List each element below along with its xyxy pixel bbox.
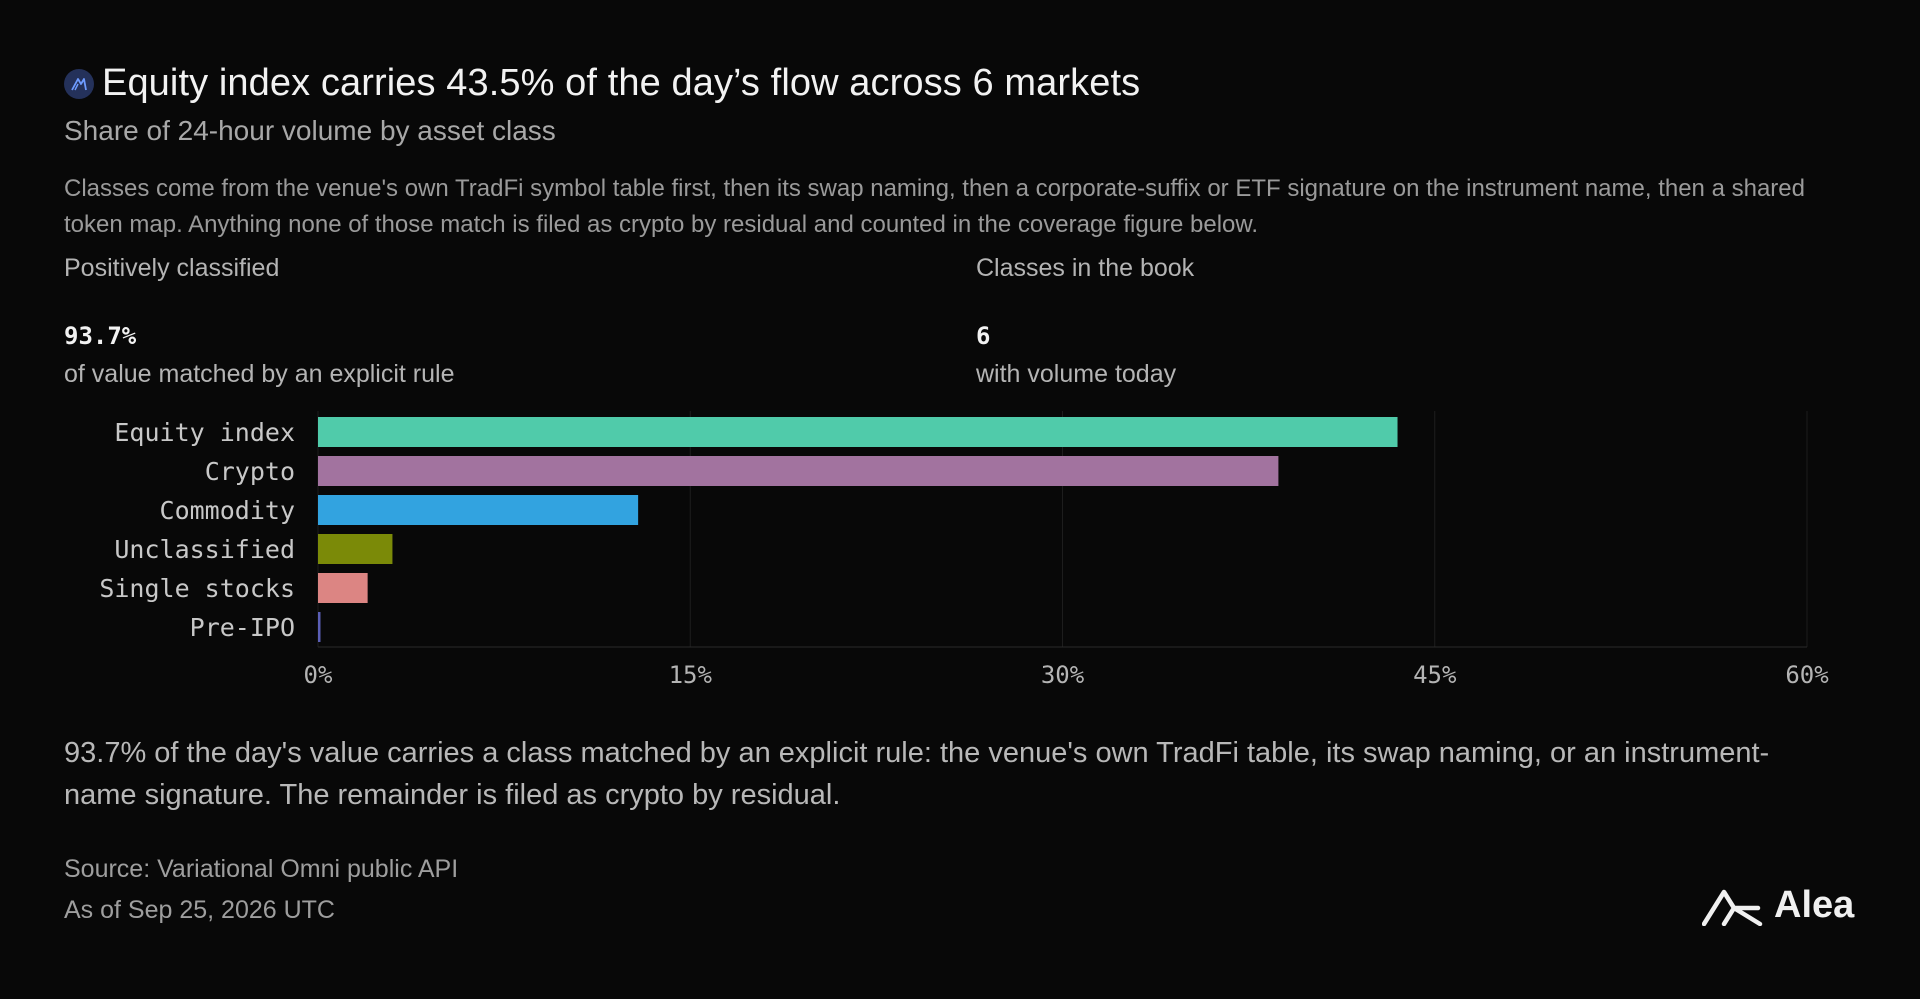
bar [318,534,393,564]
bar [318,456,1279,486]
x-tick-label: 15% [669,661,713,689]
venue-logo-icon [64,68,94,99]
category-label: Unclassified [114,535,295,564]
category-label: Pre-IPO [190,613,295,642]
stat-caption: with volume today [976,360,1177,388]
as-of-text: As of Sep 25, 2026 UTC [64,896,335,924]
alea-logo-icon [1702,889,1763,926]
stat-value: 6 [976,322,991,350]
page-subtitle: Share of 24-hour volume by asset class [64,115,556,146]
x-tick-label: 45% [1413,661,1457,689]
category-label: Commodity [160,496,295,525]
category-label: Equity index [114,418,295,447]
bar [318,417,1398,447]
bar [318,573,368,603]
bar [318,612,321,642]
x-tick-label: 60% [1785,661,1829,689]
stat-classified: Positively classified 93.7% of value mat… [64,254,455,389]
x-tick-label: 0% [304,661,333,689]
stat-label: Classes in the book [976,254,1195,282]
brand-name: Alea [1774,884,1855,926]
stat-caption: of value matched by an explicit rule [64,360,455,388]
brand: Alea [1702,884,1854,927]
stat-classes: Classes in the book 6 with volume today [976,254,1194,389]
stat-label: Positively classified [64,254,280,282]
bar [318,495,639,525]
title-row: Equity index carries 43.5% of the day’s … [64,62,1140,105]
stat-value: 93.7% [64,322,137,350]
page-title: Equity index carries 43.5% of the day’s … [102,62,1141,104]
asset-class-bar-chart: Equity index Crypto Commodity Unclassified S… [99,411,1829,689]
x-tick-label: 30% [1041,661,1085,689]
category-label: Single stocks [99,574,295,603]
category-label: Crypto [205,457,295,486]
description: Classes come from the venue's own TradFi… [64,175,1805,238]
source-text: Source: Variational Omni public API [64,855,459,883]
coverage-note: 93.7% of the day's value carries a class… [64,737,1770,811]
